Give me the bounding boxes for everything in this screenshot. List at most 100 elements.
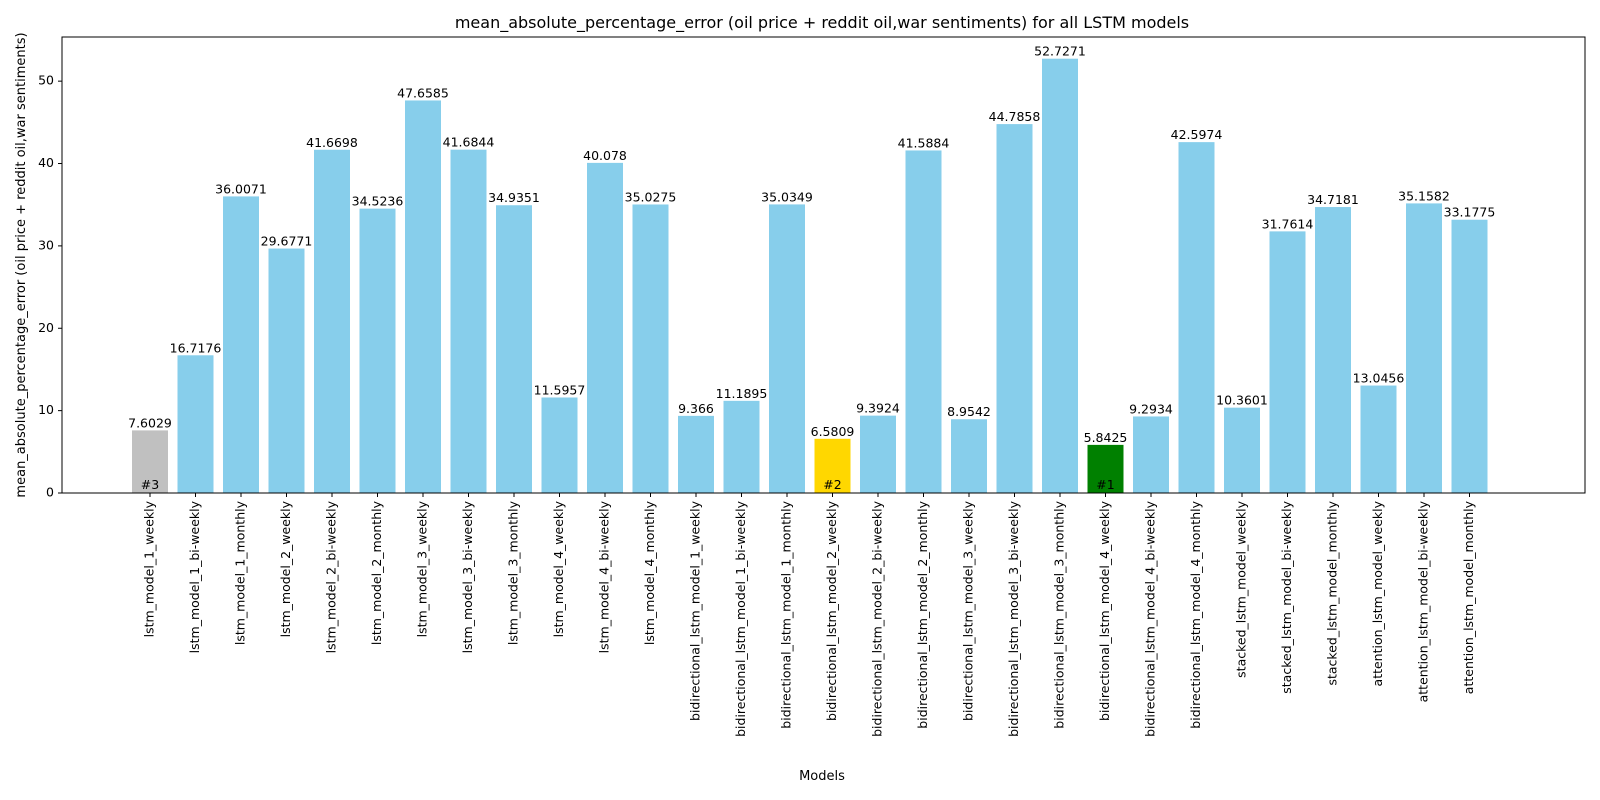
value-label: 47.6585 [397,85,449,100]
x-tick-label: attention_lstm_model_monthly [1461,500,1476,694]
x-tick-label: bidirectional_lstm_model_4_monthly [1188,500,1203,728]
bar-bidirectional_lstm_model_2_weekly [814,438,851,493]
value-label: 35.0275 [625,189,677,204]
bar-bidirectional_lstm_model_1_weekly [678,415,714,493]
value-label: 8.9542 [947,404,991,419]
x-axis: lstm_model_1_weekly lstm_model_1_bi-weekl… [142,493,1476,737]
value-label: 16.7176 [170,340,222,355]
value-label: 34.9351 [488,190,540,205]
y-tick-label: 0 [46,485,54,500]
x-tick-label: bidirectional_lstm_model_3_monthly [1052,500,1067,728]
y-axis-label: mean_absolute_percentage_error (oil pric… [14,32,29,497]
rank-label: #1 [1096,477,1114,492]
x-tick-label: bidirectional_lstm_model_4_weekly [1097,500,1112,721]
chart-title: mean_absolute_percentage_error (oil pric… [455,13,1189,33]
bar-lstm_model_2_monthly [359,208,396,493]
x-tick-label: bidirectional_lstm_model_3_bi-weekly [1006,500,1021,736]
value-label: 35.1582 [1398,188,1450,203]
value-label: 9.3924 [856,401,900,416]
bar-lstm_model_3_weekly [405,100,441,494]
value-label: 33.1775 [1444,205,1496,220]
value-label: 7.6029 [128,415,172,430]
x-tick-label: stacked_lstm_model_weekly [1234,500,1249,677]
value-labels-group: 7.6029 16.7176 36.0071 29.6771 41.6698 34.523… [128,44,1495,445]
bar-lstm_model_3_bi-weekly [450,149,487,493]
x-tick-label: lstm_model_4_monthly [642,500,657,645]
bar-bidirectional_lstm_model_4_bi-weekly [1133,416,1169,493]
value-label: 11.5957 [534,382,586,397]
x-tick-label: lstm_model_1_monthly [233,500,248,645]
bar-lstm_model_1_weekly [132,430,168,493]
bar-stacked_lstm_model_monthly [1315,207,1351,493]
x-tick-label: attention_lstm_model_bi-weekly [1416,500,1431,702]
bar-bidirectional_lstm_model_4_weekly [1087,444,1124,493]
x-tick-label: attention_lstm_model_weekly [1370,500,1385,686]
value-label: 36.0071 [215,181,267,196]
y-tick-label: 20 [38,320,54,335]
x-tick-label: lstm_model_3_monthly [506,500,521,645]
x-tick-label: lstm_model_2_weekly [278,500,293,637]
y-tick-label: 50 [38,73,54,88]
y-tick-label: 40 [38,155,54,170]
bar-lstm_model_4_monthly [632,204,669,493]
value-label: 34.7181 [1307,192,1359,207]
bar-bidirectional_lstm_model_4_monthly [1178,142,1215,493]
bar-bidirectional_lstm_model_3_bi-weekly [996,124,1033,494]
value-label: 6.5809 [811,424,855,439]
bars-group [132,58,1488,494]
bar-stacked_lstm_model_weekly [1224,407,1260,493]
value-label: 40.078 [583,148,627,163]
value-label: 13.0456 [1353,371,1405,386]
value-label: 42.5974 [1171,127,1223,142]
bar-lstm_model_4_weekly [541,397,578,493]
x-tick-label: bidirectional_lstm_model_1_weekly [688,500,703,721]
value-label: 9.2934 [1129,401,1173,416]
x-tick-label: lstm_model_2_bi-weekly [324,500,339,653]
value-label: 31.7614 [1262,216,1314,231]
bar-attention_lstm_model_monthly [1451,219,1488,494]
bar-bidirectional_lstm_model_2_monthly [905,150,942,493]
bar-lstm_model_4_bi-weekly [587,162,623,493]
bar-attention_lstm_model_bi-weekly [1406,203,1442,494]
x-tick-label: bidirectional_lstm_model_1_bi-weekly [733,500,748,736]
x-tick-label: lstm_model_4_bi-weekly [597,500,612,653]
x-tick-label: bidirectional_lstm_model_1_monthly [779,500,794,728]
y-tick-label: 30 [38,237,54,252]
value-label: 5.8425 [1084,430,1128,445]
value-label: 29.6771 [261,234,313,249]
value-label: 44.7858 [989,109,1041,124]
x-tick-label: bidirectional_lstm_model_3_weekly [961,500,976,721]
bar-lstm_model_2_weekly [268,248,305,493]
bar-bidirectional_lstm_model_1_bi-weekly [723,400,760,493]
value-label: 52.7271 [1034,44,1086,59]
bar-bidirectional_lstm_model_1_monthly [769,204,805,493]
x-tick-label: stacked_lstm_model_bi-weekly [1279,500,1294,693]
x-tick-label: bidirectional_lstm_model_4_bi-weekly [1143,500,1158,736]
x-tick-label: lstm_model_1_bi-weekly [187,500,202,653]
bar-lstm_model_3_monthly [496,205,532,493]
value-label: 41.6844 [443,135,495,150]
x-axis-label: Models [799,769,845,784]
x-tick-label: bidirectional_lstm_model_2_bi-weekly [870,500,885,736]
value-label: 41.6698 [306,135,358,150]
x-tick-label: lstm_model_2_monthly [369,500,384,645]
rank-label: #3 [141,477,159,492]
x-tick-label: bidirectional_lstm_model_2_weekly [824,500,839,721]
rank-label: #2 [823,477,841,492]
value-label: 35.0349 [761,189,813,204]
rank-labels-group: #3 #2 #1 [141,477,1115,492]
y-tick-label: 10 [38,402,54,417]
x-tick-label: lstm_model_3_bi-weekly [460,500,475,653]
x-tick-label: lstm_model_4_weekly [551,500,566,637]
bar-bidirectional_lstm_model_3_weekly [951,419,987,493]
bar-lstm_model_1_monthly [223,196,259,493]
bar-stacked_lstm_model_bi-weekly [1269,231,1306,493]
bar-bidirectional_lstm_model_3_monthly [1042,58,1078,493]
x-tick-label: lstm_model_1_weekly [142,500,157,637]
bar-bidirectional_lstm_model_2_bi-weekly [860,415,896,493]
value-label: 9.366 [678,401,714,416]
value-label: 41.5884 [898,135,950,150]
y-axis: 0 10 20 30 40 50 [38,73,62,500]
value-label: 34.5236 [352,194,404,209]
